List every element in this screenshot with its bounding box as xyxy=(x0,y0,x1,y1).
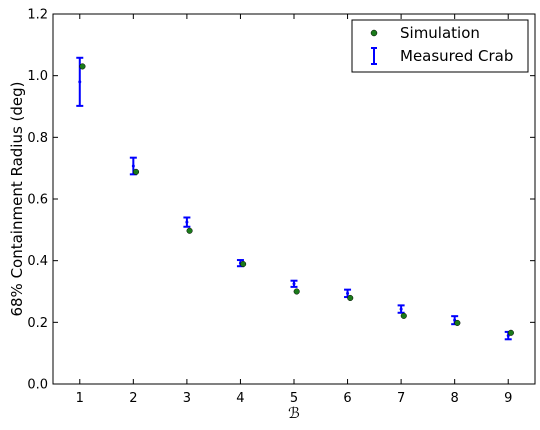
simulation-point xyxy=(132,168,140,175)
y-tick-label: 0.6 xyxy=(27,193,48,208)
x-tick-label: 4 xyxy=(236,391,244,406)
x-tick-label: 5 xyxy=(290,391,298,406)
x-tick-label: 1 xyxy=(76,391,84,406)
y-tick-label: 0.2 xyxy=(27,316,48,331)
simulation-point xyxy=(347,294,354,302)
measured-crab-point xyxy=(78,80,82,84)
simulation-point xyxy=(293,288,300,295)
data-marks xyxy=(76,56,514,341)
x-tick-label: 8 xyxy=(451,391,459,406)
y-tick-label: 1.0 xyxy=(27,69,48,84)
measured-crab-point xyxy=(399,307,403,311)
x-tick-label: 7 xyxy=(397,391,405,406)
simulation-point xyxy=(507,329,514,336)
legend-measured-label: Measured Crab xyxy=(400,47,513,65)
legend: Simulation Measured Crab xyxy=(351,19,529,73)
simulation-point xyxy=(79,63,86,70)
measured-crab-point xyxy=(131,164,135,168)
x-axis-label: ℬ xyxy=(288,404,300,422)
y-tick-label: 0.4 xyxy=(27,254,48,269)
measured-crab-point xyxy=(346,291,350,295)
simulation-point xyxy=(186,227,193,234)
y-tick-label: 1.2 xyxy=(27,8,48,23)
y-tick-label: 0.8 xyxy=(27,131,48,146)
legend-simulation-label: Simulation xyxy=(400,24,480,42)
x-tick-label: 3 xyxy=(183,391,191,406)
simulation-point xyxy=(454,319,461,327)
x-tick-label: 2 xyxy=(129,391,137,406)
simulation-point xyxy=(400,312,407,319)
y-tick-label: 0.0 xyxy=(27,378,48,393)
measured-crab-point xyxy=(185,220,189,224)
legend-simulation-marker xyxy=(370,29,378,37)
y-axis-label: 68% Containment Radius (deg) xyxy=(8,81,26,316)
x-tick-label: 9 xyxy=(504,391,512,406)
legend-measured-marker xyxy=(371,47,377,65)
legend-box xyxy=(351,19,529,73)
axis-ticks: 1 2 3 4 5 6 7 8 9 0.0 0.2 0.4 0.6 0.8 1.0 1.2 xyxy=(27,8,535,406)
simulation-point xyxy=(240,261,247,268)
x-tick-label: 6 xyxy=(343,391,351,406)
measured-crab-point xyxy=(292,282,296,286)
